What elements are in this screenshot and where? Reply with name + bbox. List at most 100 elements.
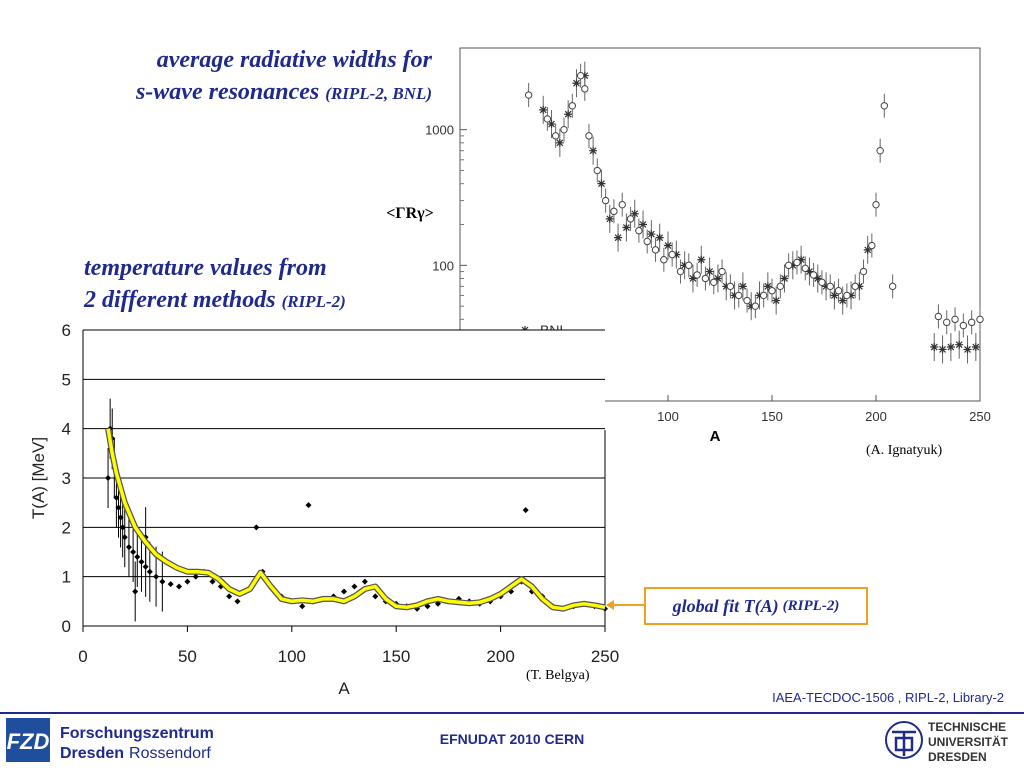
bnl-point [763,282,772,291]
bnl-point [647,230,656,239]
bnl-point [688,274,697,283]
bnl-point [680,261,689,270]
bnl-point [955,340,964,349]
ripl-point [718,267,726,276]
ripl-point [635,227,643,235]
ripl-point [543,115,552,123]
bnl-point [605,214,614,223]
temperature-point [351,583,358,590]
bottom-y-tick-label: 5 [62,370,71,389]
fzd-logo: FZD Forschungszentrum Dresden Rossendorf [6,718,214,762]
bnl-point [705,267,714,276]
tu-seal-icon [885,721,923,759]
fzd-logo-line2: Dresden Rossendorf [60,745,211,762]
ripl-point [859,267,868,276]
fit-label-source: (RIPL-2) [782,597,840,614]
temperature-point [130,549,137,555]
ripl-point [851,282,859,291]
ripl-point [660,256,668,264]
ripl-point [751,302,760,310]
bnl-point [822,282,831,291]
ripl-point [626,215,635,223]
ripl-point [776,282,785,291]
ripl-point [809,271,818,279]
bottom-x-tick-label: 100 [278,647,306,666]
ripl-point [551,132,560,140]
temperature-point [341,588,347,595]
fzd-logo-line1: Forschungszentrum [60,725,214,742]
fzd-logo-abbr: FZD [7,729,50,754]
bnl-point [755,291,764,300]
bottom-x-tick-label: 250 [591,647,619,666]
bottom-y-tick-label: 0 [62,617,71,636]
ripl-point [826,282,834,291]
tu-logo-line3: DRESDEN [928,750,987,764]
ripl-point [951,315,959,324]
ripl-point [576,71,585,80]
bnl-point [855,282,864,291]
ripl-point [880,102,889,110]
ripl-point [943,318,951,327]
bnl-point [564,110,573,119]
top-x-tick-label: 150 [761,409,783,424]
temperature-point [117,514,124,521]
bnl-point [614,233,623,242]
temperature-point [234,598,241,605]
bnl-point [738,282,747,291]
ripl-point [876,146,884,155]
temperature-point [192,573,199,580]
ripl-point [726,282,735,291]
ripl-point [618,200,626,209]
bottom-x-tick-label: 50 [178,647,197,666]
bnl-point [797,255,806,264]
temperature-point [115,504,122,511]
bnl-point [772,296,781,305]
bnl-point [555,138,564,147]
bottom-x-axis-label: A [338,679,350,698]
ripl-point [643,237,651,246]
bnl-point [713,274,722,283]
bottom-x-tick-label: 0 [78,647,87,666]
bnl-point [847,291,856,300]
ripl-point [793,258,801,267]
temperature-point [121,534,128,541]
ripl-point [676,267,685,276]
global-fit-label: global fit T(A) (RIPL-2) [644,587,868,625]
temperature-point [305,502,312,509]
bnl-point [539,105,548,114]
bnl-point [938,345,947,354]
conference-name: EFNUDAT 2010 CERN [439,731,585,747]
ripl-point [685,261,693,270]
bnl-point [547,120,556,129]
temperature-point [226,593,233,600]
temperature-point [209,578,216,585]
temperature-point [138,558,145,565]
ripl-point [743,296,751,305]
bottom-y-tick-label: 1 [62,568,71,587]
bnl-point [747,302,756,311]
bnl-point [730,291,739,300]
temperature-point [159,578,166,585]
temperature-point [125,544,132,551]
top-x-tick-label: 100 [657,409,679,424]
bottom-x-tick-label: 150 [382,647,410,666]
ripl-point [560,125,568,134]
ripl-point [976,315,984,324]
bottom-y-tick-label: 3 [62,469,71,488]
ripl-point [651,246,660,254]
fit-label-var: T(A) [743,595,779,616]
bottom-y-tick-label: 6 [62,321,71,340]
top-title-source: (RIPL-2, BNL) [325,84,432,103]
temperature-point [113,494,120,501]
bnl-point [963,345,972,354]
bnl-point [971,343,980,352]
ripl-point [668,250,676,259]
temperature-point [167,581,174,588]
ripl-point [801,264,809,273]
bnl-point [722,282,731,291]
temperature-point [176,583,183,590]
tu-logo-line1: TECHNISCHE [928,720,1006,734]
bnl-point [597,179,606,188]
bnl-point [930,343,939,352]
ripl-point [784,261,793,270]
